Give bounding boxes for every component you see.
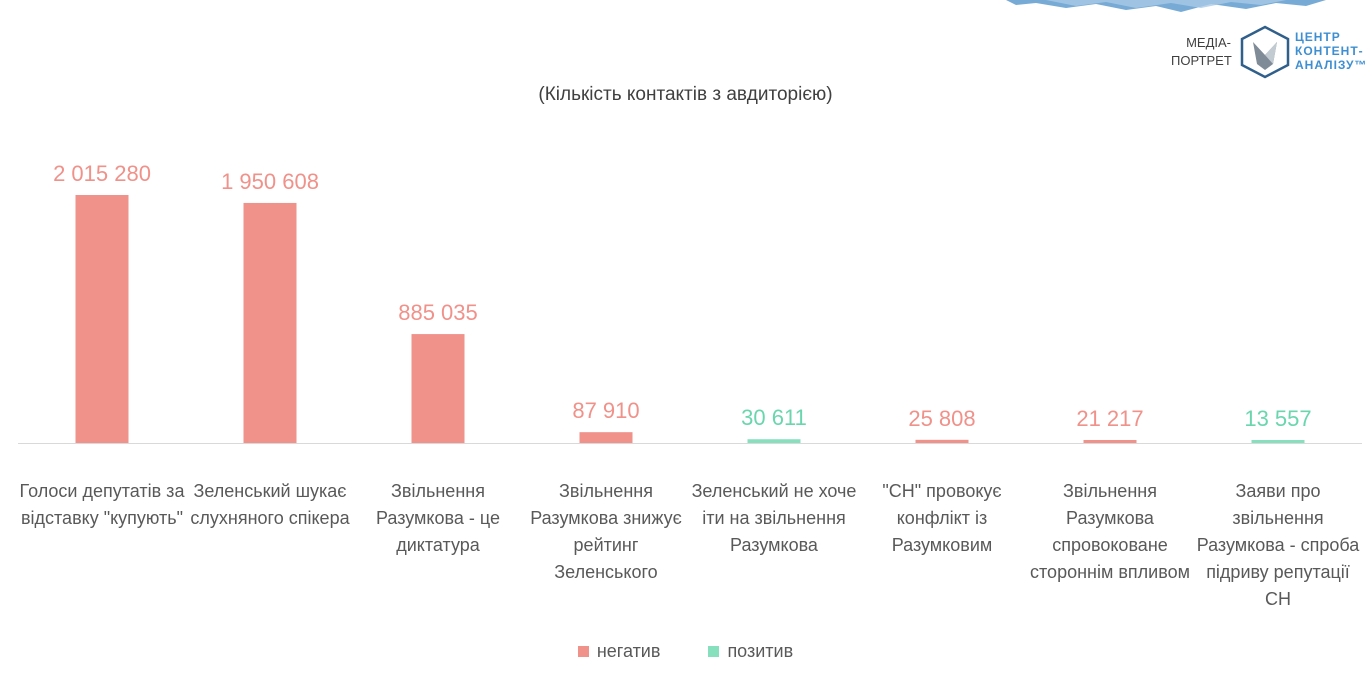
brand-name-line3: АНАЛІЗУ™	[1295, 58, 1368, 72]
category-label-line: конфлікт із	[897, 508, 988, 528]
category-label-line: Разумкова	[730, 535, 819, 555]
data-label-8: 13 557	[1244, 406, 1311, 431]
category-label-line: Звільнення	[559, 481, 653, 501]
header-decoration	[1006, 0, 1326, 12]
bar-6	[915, 439, 969, 443]
category-label-line: Разумкова - це	[376, 508, 500, 528]
category-label-line: спровоковане	[1052, 535, 1168, 555]
category-label-5: Зеленський не хоче іти на звільнення Разум…	[692, 481, 857, 555]
legend-swatch-negative	[577, 646, 589, 657]
category-label-4: Звільнення Разумкова знижує рейтинг Зеленсь…	[530, 481, 682, 582]
bar-chart: 2 015 280 Голоси депутатів за відставку "к…	[18, 161, 1362, 609]
category-label-line: Зеленського	[554, 562, 657, 582]
category-label-line: іти на звільнення	[702, 508, 846, 528]
logo-icon	[1240, 25, 1290, 79]
data-label-6: 25 808	[908, 406, 975, 431]
data-label-2: 1 950 608	[221, 169, 319, 194]
bar-1	[75, 195, 129, 443]
category-label-line: Разумковим	[892, 535, 993, 555]
category-label-line: Звільнення	[1063, 481, 1157, 501]
bar-7	[1083, 440, 1137, 443]
data-label-7: 21 217	[1076, 406, 1143, 431]
category-label-line: слухняного спікера	[190, 508, 350, 528]
brand-name-line2: КОНТЕНТ-	[1295, 44, 1364, 58]
brand-name: ЦЕНТР КОНТЕНТ- АНАЛІЗУ™	[1295, 30, 1367, 72]
legend-label-positive: позитив	[727, 641, 794, 661]
brand-logo: МЕДІА- ПОРТРЕТ ЦЕНТР КОНТЕНТ- АНАЛІЗУ™	[1171, 22, 1371, 82]
bar-3	[411, 334, 465, 443]
category-label-line: Звільнення	[391, 481, 485, 501]
brand-name-line1: ЦЕНТР	[1295, 30, 1341, 44]
brand-media-line1: МЕДІА-	[1186, 35, 1231, 50]
legend-swatch-positive	[708, 646, 720, 657]
category-label-line: "СН" провокує	[882, 481, 1001, 501]
category-label-line: Зеленський не хоче	[692, 481, 857, 501]
category-label-line: Голоси депутатів за	[20, 481, 186, 501]
category-label-line: СН	[1265, 589, 1291, 609]
category-label-line: рейтинг	[574, 535, 639, 555]
brand-media-line2: ПОРТРЕТ	[1171, 53, 1232, 68]
chart-legend: негатив позитив	[0, 641, 1371, 662]
bar-5	[747, 439, 801, 443]
category-label-6: "СН" провокує конфлікт із Разумковим	[882, 481, 1001, 555]
category-label-line: диктатура	[396, 535, 481, 555]
brand-media-label: МЕДІА- ПОРТРЕТ	[1171, 34, 1232, 70]
data-label-4: 87 910	[572, 398, 639, 423]
category-label-7: Звільнення Разумкова спровоковане стороннім…	[1030, 481, 1190, 582]
bar-2	[243, 202, 297, 443]
category-label-1: Голоси депутатів за відставку "купують"	[20, 481, 186, 528]
bar-8	[1251, 440, 1305, 443]
category-label-3: Звільнення Разумкова - це диктатура	[376, 481, 500, 555]
category-label-line: Зеленський шукає	[193, 481, 346, 501]
legend-label-negative: негатив	[596, 641, 661, 661]
category-label-2: Зеленський шукає слухняного спікера	[190, 481, 350, 528]
bar-4	[579, 432, 633, 443]
category-label-8: Заяви про звільнення Разумкова - спроба під…	[1197, 481, 1361, 609]
chart-subtitle: (Кількість контактів з авдиторією)	[538, 84, 833, 105]
data-label-5: 30 611	[741, 405, 807, 430]
category-label-line: звільнення	[1232, 508, 1323, 528]
data-label-1: 2 015 280	[53, 161, 151, 186]
category-label-line: відставку "купують"	[21, 508, 183, 528]
category-label-line: Заяви про	[1235, 481, 1320, 501]
category-label-line: Разумкова - спроба	[1197, 535, 1361, 555]
data-label-3: 885 035	[398, 300, 478, 325]
legend-item-positive: позитив	[708, 641, 793, 662]
category-label-line: стороннім впливом	[1030, 562, 1190, 582]
category-label-line: підриву репутації	[1206, 562, 1350, 582]
legend-item-negative: негатив	[577, 641, 661, 662]
category-label-line: Разумкова	[1066, 508, 1155, 528]
category-label-line: Разумкова знижує	[530, 508, 682, 528]
